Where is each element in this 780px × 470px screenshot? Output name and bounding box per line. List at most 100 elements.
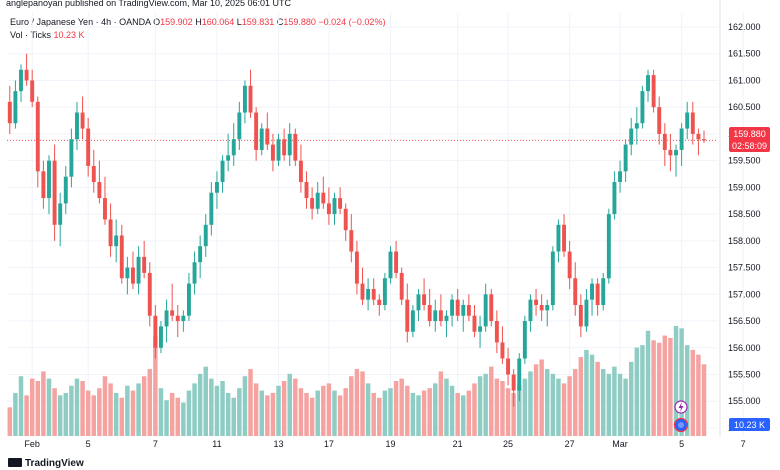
volume-bar bbox=[181, 402, 186, 436]
volume-bar bbox=[656, 342, 662, 436]
candle-body bbox=[399, 272, 404, 300]
volume-bar bbox=[97, 388, 102, 436]
candle-body bbox=[220, 160, 225, 183]
volume-bar bbox=[651, 340, 656, 436]
event-flag-icon[interactable] bbox=[673, 417, 689, 433]
candle-body bbox=[349, 230, 354, 252]
volume-bar bbox=[416, 395, 421, 436]
volume-bar bbox=[192, 383, 197, 436]
volume-bar bbox=[550, 373, 556, 436]
candle-body bbox=[192, 262, 197, 284]
x-tick-label: 5 bbox=[679, 439, 684, 449]
candle-body bbox=[310, 198, 315, 209]
candle-body bbox=[97, 182, 102, 199]
volume-bar bbox=[24, 395, 29, 436]
candle-body bbox=[371, 288, 376, 300]
volume-bar bbox=[293, 378, 298, 436]
volume-bar bbox=[371, 392, 376, 436]
volume-bar bbox=[489, 366, 494, 436]
change-value: −0.024 (−0.02%) bbox=[318, 17, 386, 27]
volume-bar bbox=[399, 378, 404, 436]
candle-body bbox=[595, 283, 600, 306]
candle-body bbox=[259, 128, 264, 150]
symbol-title[interactable]: Euro / Japanese Yen · 4h · OANDA bbox=[10, 17, 151, 27]
publisher-credit: anglepanoyan published on TradingView.co… bbox=[6, 0, 292, 8]
candle-body bbox=[24, 69, 29, 81]
candle-body bbox=[517, 358, 522, 391]
candle-body bbox=[332, 198, 337, 215]
volume-tag: 10.23 K bbox=[729, 418, 770, 431]
candle-body bbox=[366, 288, 371, 300]
volume-bar bbox=[102, 376, 108, 436]
candle-body bbox=[203, 224, 208, 247]
volume-bar bbox=[433, 383, 438, 436]
candle-body bbox=[562, 224, 567, 252]
lightning-icon[interactable] bbox=[674, 400, 688, 414]
volume-bar bbox=[326, 383, 332, 436]
candle-body bbox=[231, 139, 236, 156]
y-tick-label: 160.500 bbox=[728, 102, 761, 112]
volume-bar bbox=[567, 376, 572, 436]
volume-bar bbox=[427, 388, 432, 436]
volume-bar bbox=[209, 378, 214, 436]
candle-body bbox=[63, 176, 68, 204]
candle-body bbox=[382, 278, 387, 306]
volume-bar bbox=[696, 354, 701, 436]
candle-body bbox=[657, 107, 662, 134]
candle-body bbox=[265, 128, 270, 145]
candle-body bbox=[623, 144, 628, 172]
volume-bar bbox=[477, 376, 483, 436]
candle-body bbox=[461, 305, 466, 316]
volume-bar bbox=[113, 392, 119, 436]
volume-bar bbox=[522, 378, 528, 436]
low-value: 159.831 bbox=[241, 17, 275, 27]
volume-bar bbox=[360, 371, 365, 436]
y-tick-label: 157.000 bbox=[728, 289, 761, 299]
volume-bar bbox=[668, 337, 673, 436]
volume-bar bbox=[80, 381, 85, 436]
candle-body bbox=[164, 310, 169, 327]
candle-body bbox=[276, 139, 281, 161]
volume-bar bbox=[645, 330, 651, 436]
candle-body bbox=[506, 358, 511, 375]
brand-label: TradingView bbox=[25, 458, 84, 469]
candle-body bbox=[550, 251, 555, 306]
tradingview-logo[interactable]: TradingView bbox=[8, 458, 84, 469]
volume-bar bbox=[640, 345, 645, 436]
volume-bar bbox=[701, 364, 707, 436]
candle-body bbox=[186, 283, 191, 316]
price-axis[interactable]: 162.000161.500161.000160.500160.000159.5… bbox=[728, 22, 761, 433]
volume-value: 10.23 K bbox=[53, 30, 85, 40]
volume-legend: Vol · Ticks 10.23 K bbox=[10, 30, 85, 40]
candle-body bbox=[103, 198, 107, 220]
time-axis[interactable]: Feb5711131719212527Mar5711 bbox=[24, 439, 780, 449]
volume-bars bbox=[7, 326, 707, 436]
volume-bar bbox=[382, 390, 388, 436]
volume-bar bbox=[18, 376, 24, 436]
y-tick-label: 158.500 bbox=[728, 209, 761, 219]
volume-bar bbox=[349, 376, 354, 436]
volume-bar bbox=[332, 390, 337, 436]
candle-body bbox=[287, 133, 292, 156]
candle-body bbox=[450, 299, 455, 316]
candle-body bbox=[679, 128, 684, 150]
volume-bar bbox=[365, 383, 371, 436]
volume-bar bbox=[405, 385, 410, 436]
candle-body bbox=[326, 203, 331, 215]
volume-bar bbox=[500, 381, 505, 436]
candle-body bbox=[545, 305, 550, 311]
low-label: L bbox=[236, 17, 242, 27]
volume-label[interactable]: Vol · Ticks bbox=[10, 30, 52, 40]
candle-body bbox=[343, 208, 348, 231]
candle-body bbox=[175, 315, 180, 322]
price-tag-countdown: 02:58:09 bbox=[732, 141, 767, 151]
volume-bar bbox=[321, 385, 326, 436]
candle-body bbox=[511, 374, 516, 391]
volume-bar bbox=[270, 392, 276, 436]
candle-body bbox=[237, 112, 242, 140]
price-tag: 159.880 02:58:09 bbox=[729, 127, 770, 152]
volume-bar bbox=[253, 383, 259, 436]
volume-bar bbox=[494, 378, 500, 436]
volume-bar bbox=[231, 397, 236, 436]
